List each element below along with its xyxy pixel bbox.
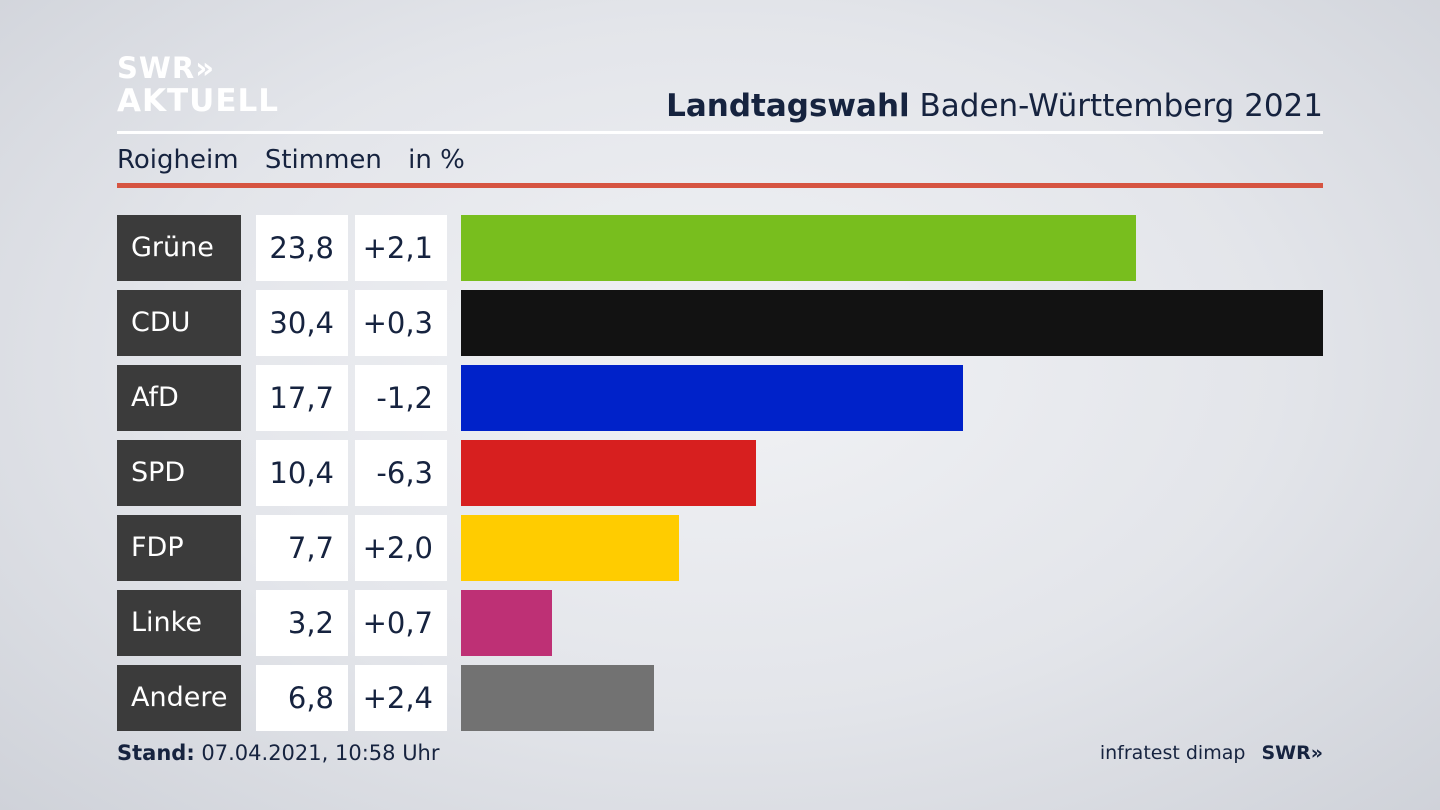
bar-andere	[461, 665, 654, 731]
vote-change-value: +0,7	[355, 590, 447, 656]
party-row: FDP 7,7 +2,0	[117, 515, 1323, 581]
bar-afd	[461, 365, 963, 431]
title-rest: Baden-Württemberg 2021	[919, 88, 1323, 124]
party-row: SPD 10,4 -6,3	[117, 440, 1323, 506]
page-title: Landtagswahl Baden-Württemberg 2021	[666, 88, 1323, 124]
vote-change-value: -6,3	[355, 440, 447, 506]
party-label: AfD	[117, 365, 241, 431]
accent-divider	[117, 183, 1323, 188]
vote-share-value: 10,4	[256, 440, 348, 506]
party-row: Grüne 23,8 +2,1	[117, 215, 1323, 281]
bar-fdp	[461, 515, 679, 581]
party-row: CDU 30,4 +0,3	[117, 290, 1323, 356]
bar-gr-ne	[461, 215, 1136, 281]
title-bold: Landtagswahl	[666, 88, 910, 124]
unit-label: in %	[408, 145, 465, 175]
party-label: Linke	[117, 590, 241, 656]
vote-share-value: 7,7	[256, 515, 348, 581]
bar-spd	[461, 440, 756, 506]
party-label: Andere	[117, 665, 241, 731]
subheader: Roigheim Stimmen in %	[117, 145, 483, 175]
party-label: Grüne	[117, 215, 241, 281]
stand-value: 07.04.2021, 10:58 Uhr	[201, 741, 440, 765]
stand-label: Stand:	[117, 741, 195, 765]
logo-aktuell: AKTUELL	[117, 83, 280, 119]
footer-timestamp: Stand: 07.04.2021, 10:58 Uhr	[117, 741, 440, 765]
header-divider	[117, 131, 1323, 134]
party-label: FDP	[117, 515, 241, 581]
vote-change-value: -1,2	[355, 365, 447, 431]
party-row: Andere 6,8 +2,4	[117, 665, 1323, 731]
bar-linke	[461, 590, 552, 656]
vote-change-value: +2,4	[355, 665, 447, 731]
vote-share-value: 3,2	[256, 590, 348, 656]
bar-cdu	[461, 290, 1323, 356]
vote-share-value: 17,7	[256, 365, 348, 431]
party-row: AfD 17,7 -1,2	[117, 365, 1323, 431]
party-row: Linke 3,2 +0,7	[117, 590, 1323, 656]
logo-swr: SWR»	[117, 51, 215, 85]
source-swr-logo: SWR»	[1261, 742, 1323, 764]
party-label: CDU	[117, 290, 241, 356]
party-label: SPD	[117, 440, 241, 506]
vote-share-value: 30,4	[256, 290, 348, 356]
source-credit: infratest dimap SWR»	[1100, 742, 1323, 764]
metric-label: Stimmen	[264, 145, 382, 175]
vote-change-value: +2,0	[355, 515, 447, 581]
source-label: infratest dimap	[1099, 742, 1246, 764]
place-label: Roigheim	[117, 145, 239, 175]
vote-share-value: 23,8	[256, 215, 348, 281]
vote-share-value: 6,8	[256, 665, 348, 731]
swr-aktuell-logo: SWR» AKTUELL	[117, 54, 279, 117]
vote-change-value: +2,1	[355, 215, 447, 281]
vote-change-value: +0,3	[355, 290, 447, 356]
